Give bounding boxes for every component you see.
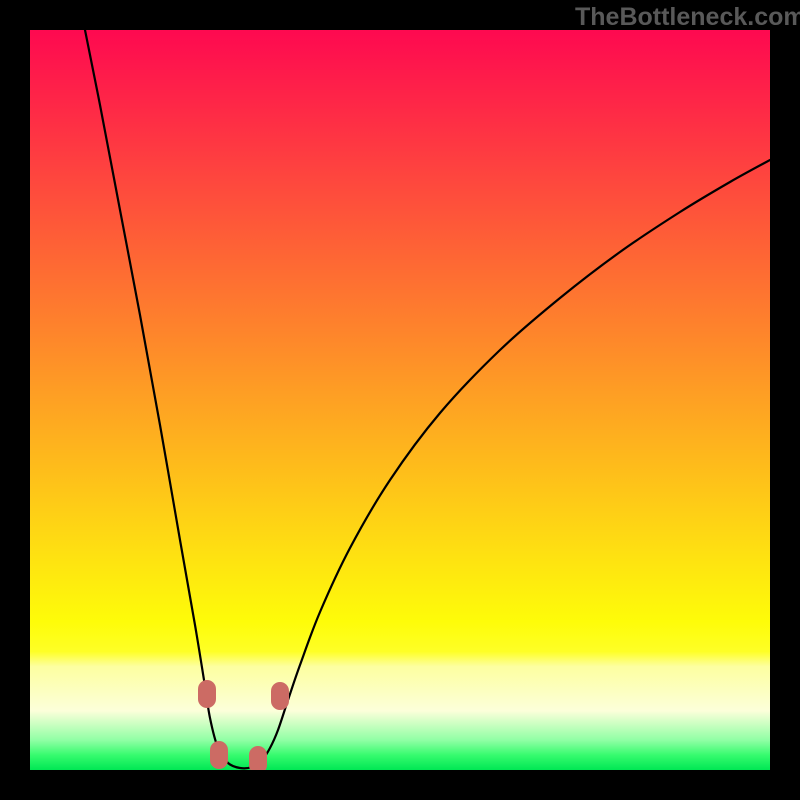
- data-marker: [249, 746, 267, 774]
- watermark-text: TheBottleneck.com: [575, 3, 800, 32]
- data-marker: [271, 682, 289, 710]
- plot-svg: [0, 0, 800, 800]
- chart-container: TheBottleneck.com: [0, 0, 800, 800]
- data-marker: [198, 680, 216, 708]
- data-marker: [210, 741, 228, 769]
- gradient-background: [30, 30, 770, 770]
